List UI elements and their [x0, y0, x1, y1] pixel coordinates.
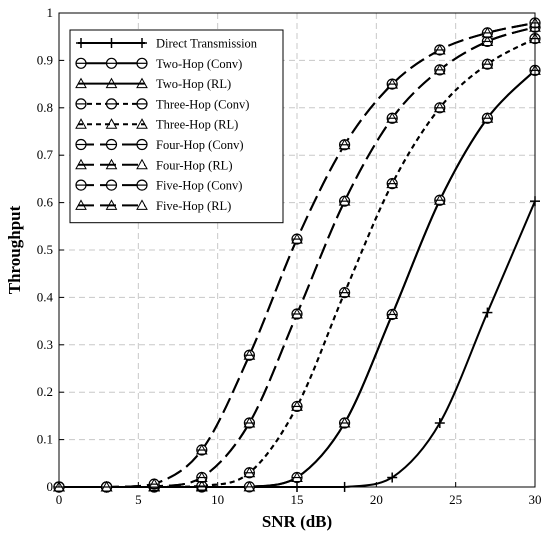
triangle-marker — [338, 416, 351, 428]
triangle-marker — [291, 400, 303, 411]
triangle-marker — [338, 195, 351, 206]
y-tick-label: 0.7 — [37, 147, 54, 162]
triangle-marker — [338, 286, 351, 298]
legend-label: Five-Hop (Conv) — [156, 179, 242, 193]
triangle-marker — [148, 478, 161, 489]
triangle-marker — [243, 416, 256, 428]
y-tick-label: 0.6 — [37, 195, 54, 210]
x-tick-label: 30 — [529, 492, 542, 507]
x-tick-label: 20 — [370, 492, 383, 507]
triangle-marker — [105, 158, 118, 170]
y-tick-label: 0.9 — [37, 52, 53, 67]
y-tick-label: 0.5 — [37, 242, 53, 257]
triangle-marker — [243, 349, 256, 360]
x-tick-label: 0 — [56, 492, 63, 507]
legend-label: Two-Hop (Conv) — [156, 57, 242, 71]
triangle-marker — [136, 158, 148, 170]
triangle-marker — [433, 63, 446, 75]
y-tick-label: 0.2 — [37, 384, 53, 399]
triangle-marker — [75, 77, 87, 89]
triangle-marker — [243, 466, 256, 478]
triangle-marker — [105, 118, 118, 129]
legend-label: Three-Hop (Conv) — [156, 97, 249, 111]
triangle-marker — [481, 112, 494, 123]
y-tick-label: 0 — [47, 479, 54, 494]
triangle-marker — [433, 43, 446, 55]
triangle-marker — [75, 158, 87, 170]
triangle-marker — [481, 35, 494, 46]
axis-ticks: 0 5 10 15 20 25 30 0 0.1 0.2 0.3 0.4 0.5 0.6 0.7 0.8 0.9… — [37, 5, 542, 507]
triangle-marker — [291, 307, 303, 319]
triangle-marker — [481, 26, 494, 38]
triangle-marker — [195, 443, 208, 455]
triangle-marker — [75, 118, 87, 129]
y-tick-label: 0.8 — [37, 100, 53, 115]
legend-label: Direct Transmission — [156, 37, 258, 51]
y-axis-title: Throughput — [5, 205, 24, 294]
triangle-marker — [243, 480, 256, 492]
triangle-marker — [75, 199, 87, 210]
triangle-marker — [386, 78, 399, 89]
triangle-marker — [136, 77, 148, 89]
x-tick-label: 10 — [211, 492, 224, 507]
triangle-marker — [433, 194, 446, 205]
y-tick-label: 0.1 — [37, 432, 53, 447]
triangle-marker — [136, 199, 148, 210]
x-axis-title: SNR (dB) — [262, 512, 332, 531]
triangle-marker — [338, 138, 351, 150]
y-tick-label: 1 — [47, 5, 54, 20]
triangle-marker — [386, 112, 399, 123]
legend-label: Four-Hop (RL) — [156, 158, 232, 172]
triangle-marker — [195, 471, 208, 483]
triangle-marker — [481, 58, 494, 69]
triangle-marker — [136, 118, 148, 129]
legend-box — [69, 29, 284, 224]
triangle-marker — [195, 480, 208, 491]
y-tick-label: 0.4 — [37, 289, 54, 304]
triangle-marker — [291, 233, 303, 244]
triangle-marker — [386, 308, 399, 319]
triangle-marker — [105, 77, 118, 89]
x-tick-label: 25 — [449, 492, 462, 507]
x-tick-label: 15 — [291, 492, 304, 507]
x-tick-label: 5 — [135, 492, 142, 507]
triangle-marker — [386, 177, 399, 189]
legend: Direct Transmission Two-Hop (Conv) Two-Hop… — [69, 29, 284, 224]
legend-label: Five-Hop (RL) — [156, 199, 231, 213]
y-tick-label: 0.3 — [37, 337, 53, 352]
triangle-marker — [433, 101, 446, 113]
triangle-marker — [105, 199, 118, 210]
legend-label: Four-Hop (Conv) — [156, 138, 244, 152]
legend-label: Three-Hop (RL) — [156, 118, 238, 132]
triangle-marker — [291, 471, 303, 483]
legend-label: Two-Hop (RL) — [156, 77, 231, 91]
